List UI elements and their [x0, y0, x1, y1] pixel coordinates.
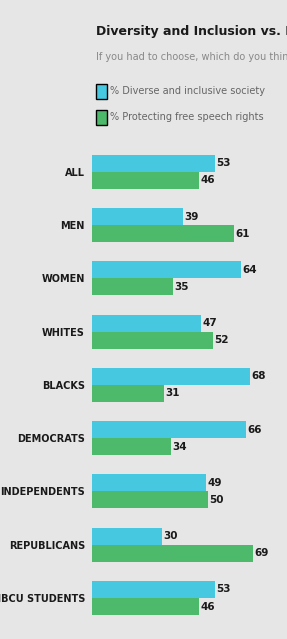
Bar [92, 474, 206, 491]
Bar [92, 581, 216, 598]
Text: 61: 61 [235, 229, 250, 238]
Text: 68: 68 [252, 371, 266, 381]
Text: 35: 35 [174, 282, 189, 292]
Bar [92, 208, 183, 225]
Text: % Diverse and inclusive society: % Diverse and inclusive society [110, 86, 265, 96]
Bar [92, 598, 199, 615]
Text: 46: 46 [200, 601, 215, 612]
Bar [92, 491, 208, 509]
Bar [92, 368, 250, 385]
Text: If you had to choose, which do you think is more important?: If you had to choose, which do you think… [96, 52, 287, 62]
FancyBboxPatch shape [96, 84, 107, 100]
Text: 69: 69 [254, 548, 268, 558]
Text: 46: 46 [200, 175, 215, 185]
Text: 31: 31 [165, 389, 180, 398]
Text: 47: 47 [203, 318, 217, 328]
Text: 50: 50 [210, 495, 224, 505]
Text: 52: 52 [214, 335, 229, 345]
Bar [92, 528, 162, 544]
Bar [92, 279, 173, 295]
Text: Diversity and Inclusion vs. Free Speech: Diversity and Inclusion vs. Free Speech [96, 25, 287, 38]
Bar [92, 261, 241, 279]
Text: 39: 39 [184, 212, 198, 222]
Bar [92, 421, 246, 438]
Bar [92, 155, 216, 172]
Text: 66: 66 [247, 425, 261, 435]
Text: 34: 34 [172, 442, 187, 452]
Bar [92, 438, 171, 455]
Bar [92, 172, 199, 189]
Text: 30: 30 [163, 531, 177, 541]
Bar [92, 544, 253, 562]
Bar [92, 225, 234, 242]
Bar [92, 385, 164, 402]
Text: 53: 53 [217, 585, 231, 594]
Text: 53: 53 [217, 158, 231, 168]
Text: % Protecting free speech rights: % Protecting free speech rights [110, 112, 264, 122]
Text: 49: 49 [207, 478, 222, 488]
Bar [92, 332, 213, 349]
Text: 64: 64 [242, 265, 257, 275]
Bar [92, 314, 201, 332]
FancyBboxPatch shape [96, 110, 107, 125]
